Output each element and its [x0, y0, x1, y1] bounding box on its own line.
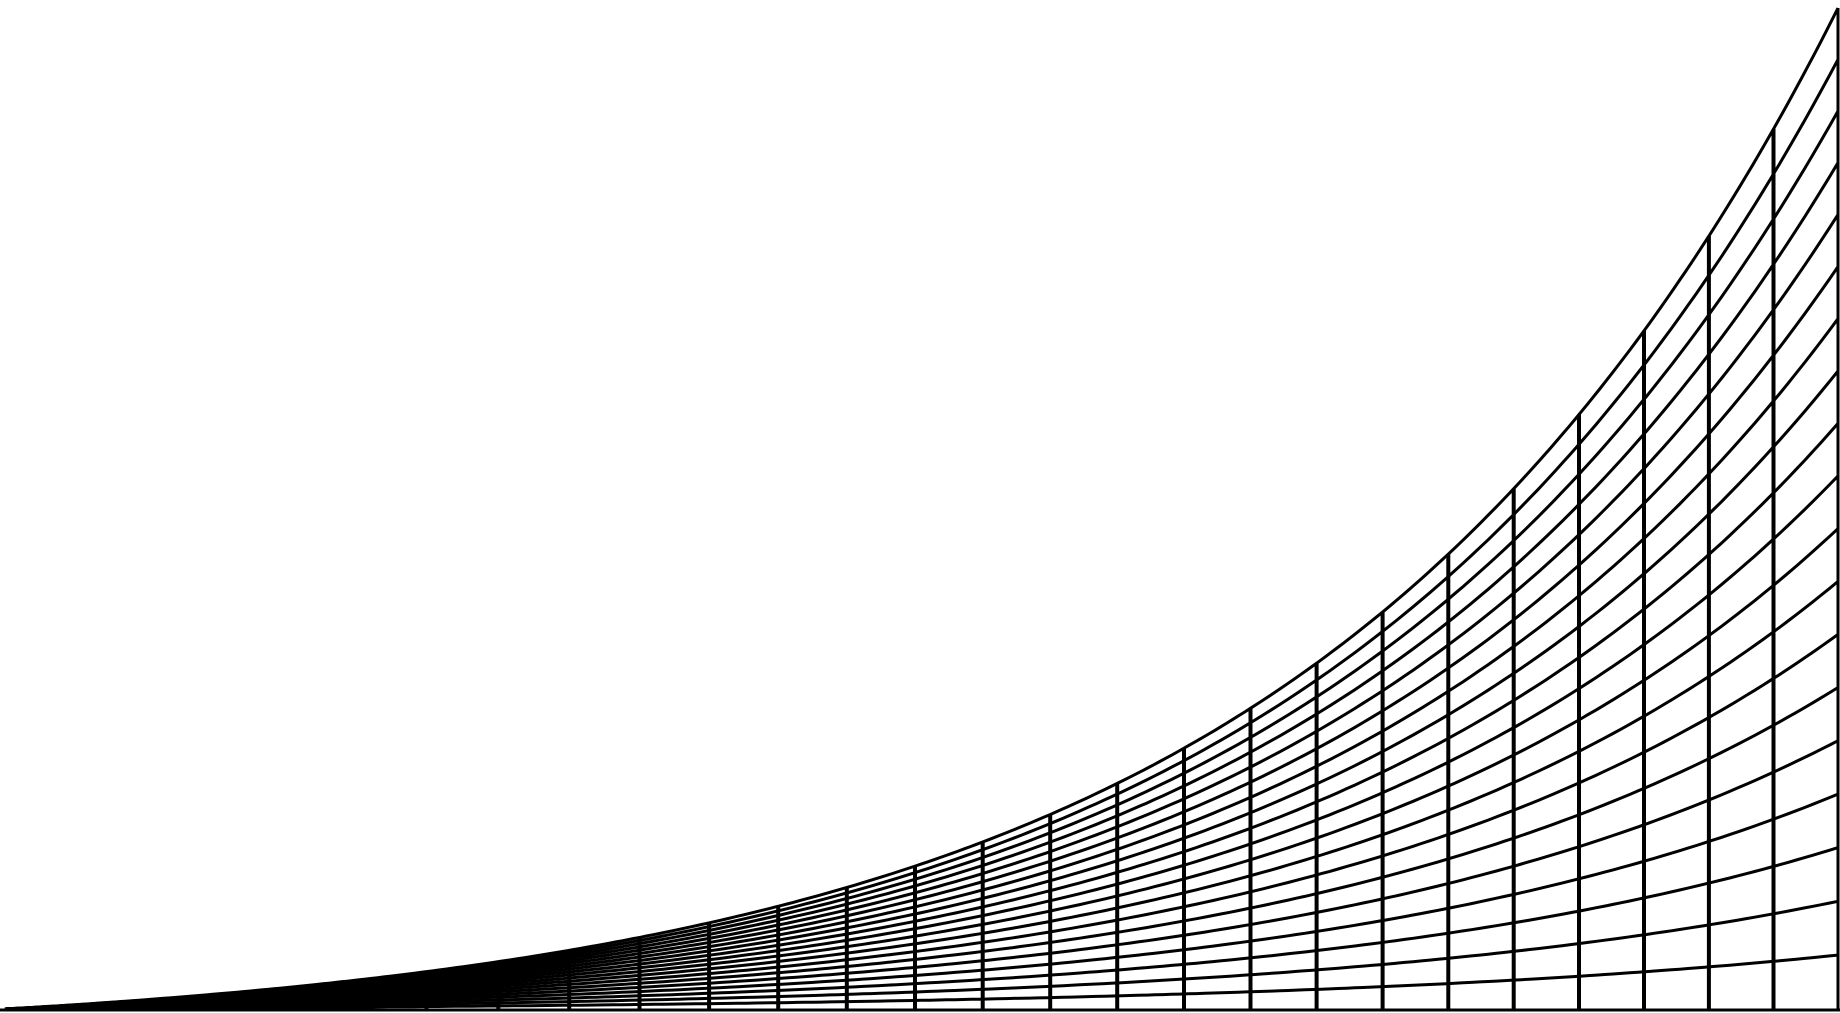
contour-line: [4, 739, 1839, 1011]
outer-curve: [4, 7, 1840, 1011]
contour-line: [4, 899, 1839, 1011]
contour-line: [4, 686, 1839, 1011]
contour-line: [5, 953, 1839, 1011]
contour-line: [4, 317, 1840, 1011]
contour-line: [4, 58, 1840, 1011]
contour-line: [4, 213, 1840, 1011]
contour-line: [4, 474, 1840, 1011]
contour-line: [4, 527, 1840, 1011]
outer-curve-group: [4, 7, 1840, 1011]
contour-line: [4, 110, 1840, 1011]
contour-line: [4, 422, 1840, 1011]
contour-lines-group: [4, 58, 1840, 1011]
